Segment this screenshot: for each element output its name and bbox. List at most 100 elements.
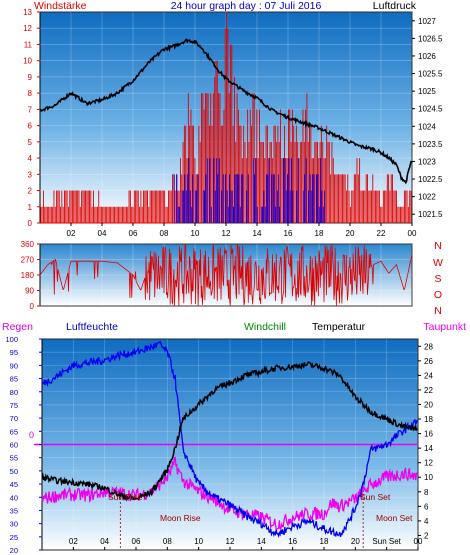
humidity-tick-label: 85 xyxy=(10,375,18,384)
temperature-tick-label: 12 xyxy=(424,459,433,468)
pressure-tick-label: 1024.5 xyxy=(418,105,443,114)
time-tick-label: 08 xyxy=(163,537,172,546)
time-tick-label: 02 xyxy=(67,229,76,238)
time-tick-label: 22 xyxy=(377,229,386,238)
humidity-tick-label: 100 xyxy=(5,335,18,344)
time-tick-label: 06 xyxy=(129,229,138,238)
pressure-tick-label: 1027 xyxy=(418,17,436,26)
chart-title: 24 hour graph day : 07 Juli 2016 xyxy=(171,0,322,12)
humidity-tick-label: 70 xyxy=(10,414,18,423)
time-tick-label: 10 xyxy=(194,537,203,546)
time-tick-label: 14 xyxy=(257,537,266,546)
humidity-tick-label: 30 xyxy=(10,520,18,529)
legend-taupunkt: Taupunkt xyxy=(423,321,466,333)
wind-tick-label: 5 xyxy=(28,138,33,147)
temperature-tick-label: 18 xyxy=(424,415,433,424)
time-tick-label: Sun Set xyxy=(372,537,401,546)
time-tick-label: 10 xyxy=(191,229,200,238)
humidity-tick-label: 80 xyxy=(10,388,18,397)
temperature-tick-label: 16 xyxy=(424,430,433,439)
direction-tick-label: 360 xyxy=(21,240,35,249)
time-tick-label: 04 xyxy=(100,537,109,546)
direction-tick-label: 270 xyxy=(21,256,35,265)
compass-label-w: W xyxy=(433,257,443,269)
humidity-tick-label: 35 xyxy=(10,506,18,515)
compass-label-n-bottom: N xyxy=(434,305,442,317)
time-tick-label: 18 xyxy=(320,537,329,546)
time-tick-label: 20 xyxy=(346,229,355,238)
time-tick-label: 14 xyxy=(253,229,262,238)
wind-direction-line xyxy=(39,243,413,307)
compass-label-o: O xyxy=(434,289,442,301)
time-tick-label: 16 xyxy=(284,229,293,238)
humidity-tick-label: 90 xyxy=(10,361,18,370)
event-moon-set: Moon Set xyxy=(376,513,413,523)
pressure-tick-label: 1026 xyxy=(418,52,436,61)
wind-tick-label: 9 xyxy=(28,73,33,82)
humidity-tick-label: 50 xyxy=(10,467,18,476)
wind-tick-label: 10 xyxy=(23,57,32,66)
humidity-tick-label: 65 xyxy=(10,427,18,436)
compass-label-n-top: N xyxy=(434,240,442,252)
legend-regen: Regen xyxy=(2,321,33,333)
legend-temperatur: Temperatur xyxy=(312,321,366,333)
humidity-tick-label: 20 xyxy=(10,546,18,555)
humidity-line xyxy=(41,340,418,539)
pressure-axis-title: Luftdruck xyxy=(373,0,417,12)
pressure-tick-label: 1023 xyxy=(418,157,436,166)
temperature-tick-label: 4 xyxy=(424,517,429,526)
pressure-tick-label: 1026.5 xyxy=(418,34,443,43)
time-tick-label: 06 xyxy=(132,537,141,546)
wind-tick-label: 12 xyxy=(23,24,32,33)
humidity-tick-label: 40 xyxy=(10,493,18,502)
humidity-tick-label: 95 xyxy=(10,348,18,357)
humidity-tick-label: 75 xyxy=(10,401,18,410)
pressure-tick-label: 1025.5 xyxy=(418,70,443,79)
temperature-tick-label: 14 xyxy=(424,444,433,453)
temperature-tick-label: 2 xyxy=(424,531,429,540)
time-tick-label: 04 xyxy=(98,229,107,238)
wind-tick-label: 2 xyxy=(28,187,33,196)
humidity-tick-label: 55 xyxy=(10,454,18,463)
temperature-tick-label: 20 xyxy=(424,400,433,409)
wind-tick-label: 7 xyxy=(28,105,33,114)
time-tick-label: 16 xyxy=(288,537,297,546)
direction-tick-label: 90 xyxy=(25,287,34,296)
wind-tick-label: 3 xyxy=(28,170,33,179)
wind-axis-title: Windstärke xyxy=(34,0,87,12)
temperature-tick-label: 10 xyxy=(424,473,433,482)
humidity-tick-label: 60 xyxy=(10,441,18,450)
temperature-tick-label: 24 xyxy=(424,371,433,380)
temperature-tick-label: 8 xyxy=(424,488,429,497)
legend-luftfeuchte: Luftfeuchte xyxy=(66,321,118,333)
wind-tick-label: 1 xyxy=(28,203,33,212)
time-tick-label: 12 xyxy=(222,229,231,238)
direction-tick-label: 0 xyxy=(30,302,35,311)
wind-tick-label: 13 xyxy=(23,8,32,17)
temperature-tick-label: 26 xyxy=(424,357,433,366)
wind-tick-label: 0 xyxy=(28,219,33,228)
event-sun-rise: Sun Rise xyxy=(108,492,143,502)
pressure-line xyxy=(39,38,412,185)
humidity-tick-label: 45 xyxy=(10,480,18,489)
temperature-tick-label: 6 xyxy=(424,502,429,511)
legend-windchill: Windchill xyxy=(244,321,286,333)
time-tick-label: 08 xyxy=(160,229,169,238)
time-tick-label: 20 xyxy=(351,537,360,546)
pressure-tick-label: 1022 xyxy=(418,193,436,202)
wind-tick-label: 11 xyxy=(24,40,33,49)
time-tick-label: 18 xyxy=(315,229,324,238)
event-moon-rise: Moon Rise xyxy=(160,513,201,523)
wind-tick-label: 4 xyxy=(28,154,33,163)
temperature-line xyxy=(41,361,418,502)
time-tick-label: 12 xyxy=(226,537,235,546)
time-tick-label: 00 xyxy=(408,229,417,238)
rain-zero-label: 0 xyxy=(29,430,34,440)
wind-tick-label: 8 xyxy=(28,89,33,98)
temperature-tick-label: 22 xyxy=(424,386,433,395)
time-tick-label: 02 xyxy=(69,537,78,546)
temperature-tick-label: 28 xyxy=(424,342,433,351)
pressure-tick-label: 1022.5 xyxy=(418,175,443,184)
pressure-tick-label: 1021.5 xyxy=(418,210,443,219)
